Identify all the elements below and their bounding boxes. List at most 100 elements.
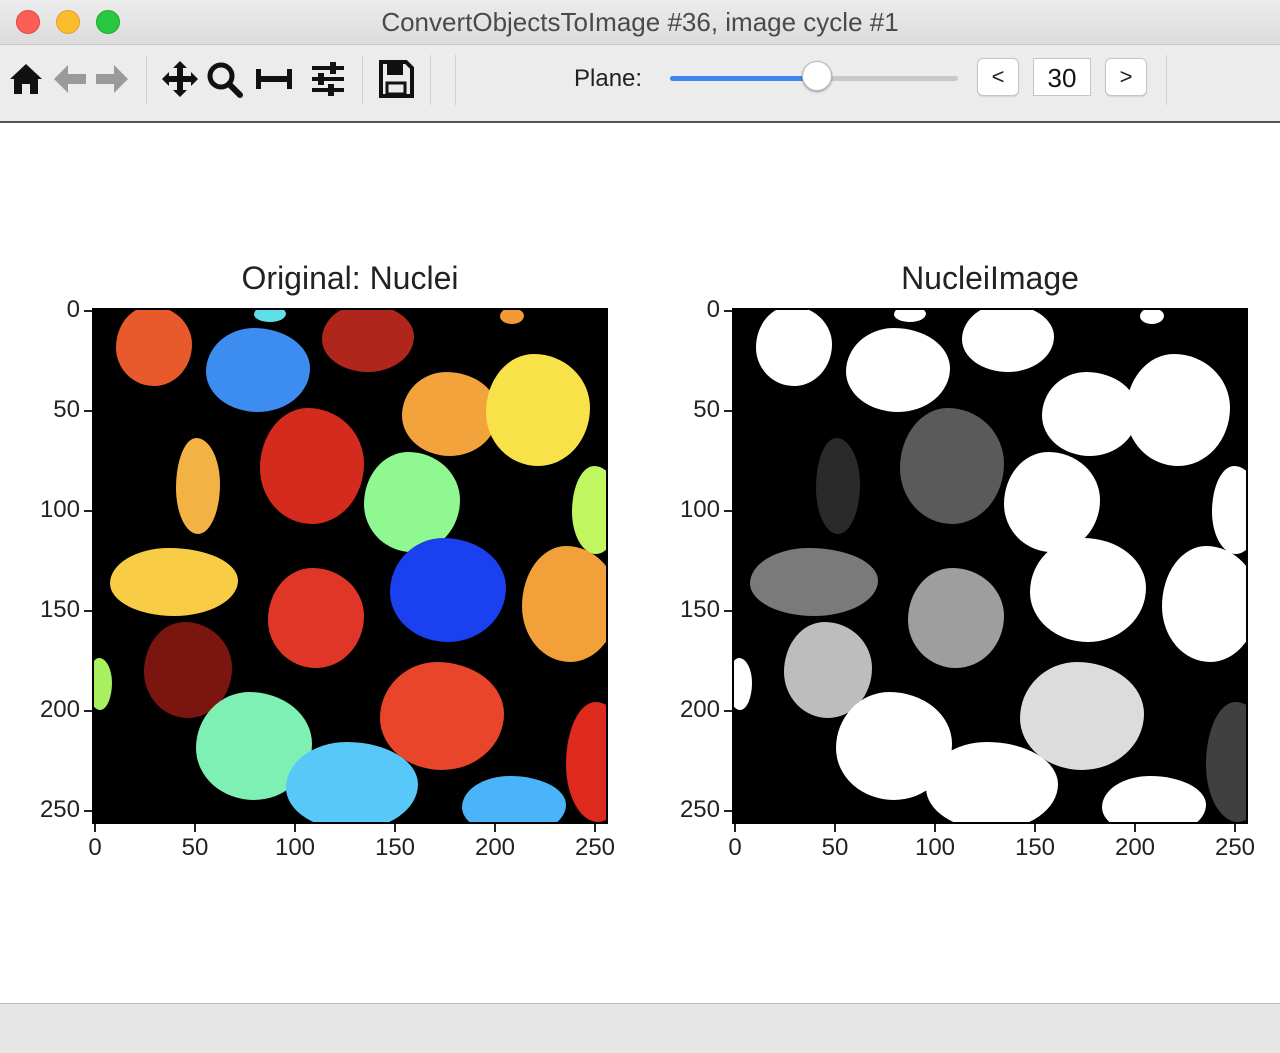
x-tick-label: 0 xyxy=(88,834,102,861)
x-tick-mark xyxy=(394,824,396,832)
subplots-icon[interactable] xyxy=(254,59,294,99)
nucleus-object-20 xyxy=(566,702,606,822)
nucleus-mask-18 xyxy=(1020,662,1144,770)
toolbar-separator xyxy=(146,55,147,105)
toolbar-separator xyxy=(430,55,431,105)
right-plot-title: NucleiImage xyxy=(901,260,1079,296)
y-tick-mark xyxy=(84,410,92,412)
toolbar: Plane: < 30 > xyxy=(0,45,1280,123)
nucleus-mask-9 xyxy=(1004,452,1100,552)
nucleus-mask-11 xyxy=(750,548,878,616)
window-title: ConvertObjectsToImage #36, image cycle #… xyxy=(381,7,899,37)
configure-icon[interactable] xyxy=(308,59,348,99)
nucleus-mask-16 xyxy=(734,658,752,710)
y-tick-mark xyxy=(724,810,732,812)
nucleus-mask-13 xyxy=(1030,538,1146,642)
pan-icon[interactable] xyxy=(160,59,200,99)
y-tick-mark xyxy=(84,310,92,312)
x-tick-label: 50 xyxy=(181,834,209,861)
y-tick-label: 250 xyxy=(679,796,720,823)
x-tick-label: 250 xyxy=(1214,834,1256,861)
nucleus-mask-5 xyxy=(1042,372,1138,456)
y-tick-label: 50 xyxy=(693,396,720,423)
y-tick-label: 100 xyxy=(39,496,80,523)
nucleus-mask-20 xyxy=(1206,702,1246,822)
original-nuclei-image[interactable] xyxy=(92,308,608,824)
y-tick-mark xyxy=(724,410,732,412)
y-tick-label: 200 xyxy=(679,696,720,723)
nucleus-mask-1 xyxy=(894,310,926,322)
nucleus-object-18 xyxy=(380,662,504,770)
nucleus-object-1 xyxy=(254,310,286,322)
y-tick-label: 200 xyxy=(39,696,80,723)
x-tick-mark xyxy=(194,824,196,832)
x-tick-mark xyxy=(1234,824,1236,832)
nucleus-mask-2 xyxy=(846,328,950,412)
plane-slider-handle[interactable] xyxy=(801,61,832,91)
x-tick-mark xyxy=(1134,824,1136,832)
nucleus-mask-14 xyxy=(1162,546,1246,662)
toolbar-separator xyxy=(362,55,363,105)
x-tick-label: 150 xyxy=(1014,834,1056,861)
left-plot-title: Original: Nuclei xyxy=(241,260,459,296)
y-tick-mark xyxy=(724,510,732,512)
nucleus-object-21 xyxy=(462,776,566,822)
y-tick-mark xyxy=(724,610,732,612)
plane-label: Plane: xyxy=(574,65,643,92)
y-tick-mark xyxy=(84,810,92,812)
nucleus-object-0 xyxy=(116,310,192,386)
nucleus-object-12 xyxy=(268,568,364,668)
y-tick-mark xyxy=(84,710,92,712)
maximize-window-button[interactable] xyxy=(96,10,120,34)
title-bar: ConvertObjectsToImage #36, image cycle #… xyxy=(0,0,1280,45)
x-tick-mark xyxy=(834,824,836,832)
nucleus-mask-4 xyxy=(1140,310,1164,324)
nucleus-mask-21 xyxy=(1102,776,1206,822)
plane-number-field[interactable]: 30 xyxy=(1033,58,1091,96)
back-arrow-icon[interactable] xyxy=(50,59,90,99)
x-tick-label: 50 xyxy=(821,834,849,861)
x-tick-label: 200 xyxy=(1114,834,1156,861)
nucleus-mask-0 xyxy=(756,310,832,386)
x-tick-mark xyxy=(734,824,736,832)
forward-arrow-icon[interactable] xyxy=(92,59,132,99)
y-tick-mark xyxy=(724,310,732,312)
nuclei-image[interactable] xyxy=(732,308,1248,824)
nucleus-object-16 xyxy=(94,658,112,710)
nucleus-object-3 xyxy=(322,310,414,372)
close-window-button[interactable] xyxy=(16,10,40,34)
nucleus-mask-6 xyxy=(1126,354,1230,466)
nucleus-object-4 xyxy=(500,310,524,324)
y-tick-label: 250 xyxy=(39,796,80,823)
home-icon[interactable] xyxy=(6,59,46,99)
nucleus-object-9 xyxy=(364,452,460,552)
toolbar-separator xyxy=(455,55,456,105)
y-tick-mark xyxy=(84,510,92,512)
previous-plane-button[interactable]: < xyxy=(977,58,1019,96)
next-plane-button[interactable]: > xyxy=(1105,58,1147,96)
x-tick-label: 0 xyxy=(728,834,742,861)
nucleus-object-8 xyxy=(176,438,220,534)
nucleus-object-13 xyxy=(390,538,506,642)
plane-slider-fill xyxy=(670,76,817,81)
minimize-window-button[interactable] xyxy=(56,10,80,34)
nucleus-mask-8 xyxy=(816,438,860,534)
y-tick-mark xyxy=(84,610,92,612)
x-tick-label: 200 xyxy=(474,834,516,861)
x-tick-mark xyxy=(594,824,596,832)
nucleus-mask-3 xyxy=(962,310,1054,372)
y-tick-label: 0 xyxy=(66,296,80,323)
nucleus-object-10 xyxy=(572,466,606,554)
nucleus-object-2 xyxy=(206,328,310,412)
save-icon[interactable] xyxy=(376,59,416,99)
x-tick-label: 250 xyxy=(574,834,616,861)
y-tick-mark xyxy=(724,710,732,712)
x-tick-mark xyxy=(294,824,296,832)
toolbar-separator xyxy=(1166,55,1167,105)
y-tick-label: 100 xyxy=(679,496,720,523)
y-tick-label: 0 xyxy=(706,296,720,323)
nucleus-mask-10 xyxy=(1212,466,1246,554)
zoom-icon[interactable] xyxy=(204,59,244,99)
status-bar xyxy=(0,1003,1280,1053)
y-tick-label: 150 xyxy=(39,596,80,623)
